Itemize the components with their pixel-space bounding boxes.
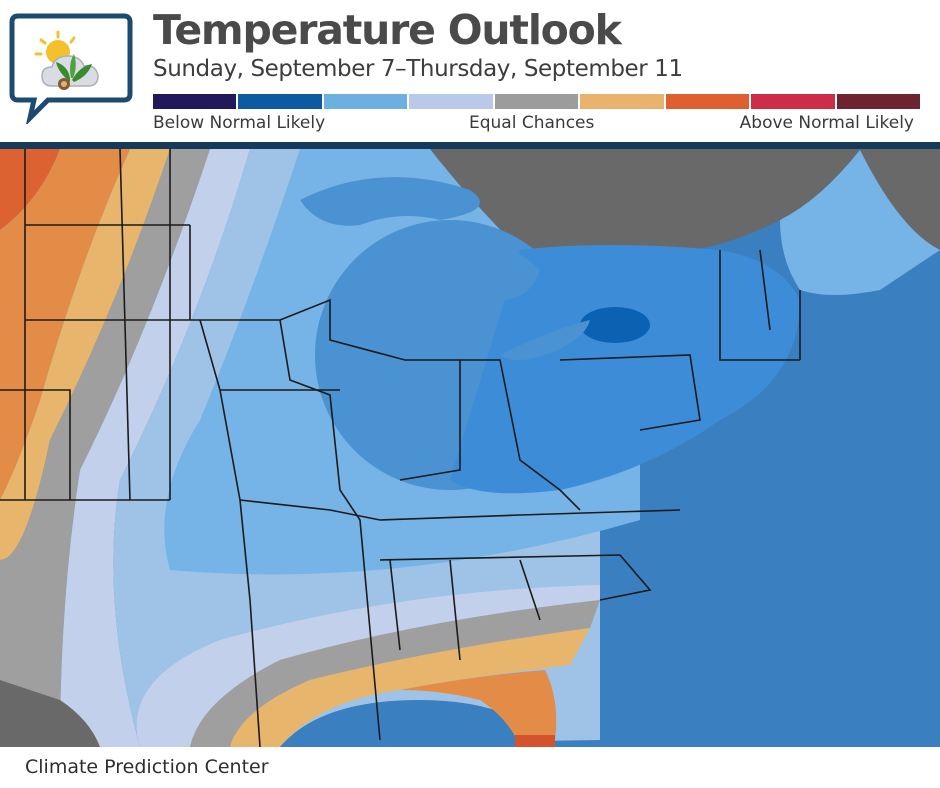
plant-icon bbox=[56, 54, 92, 82]
zone-equal-west bbox=[0, 149, 210, 747]
zone-above-light-south bbox=[230, 628, 590, 747]
header-divider bbox=[0, 142, 940, 149]
zone-florida-tip bbox=[515, 735, 555, 747]
zone-florida bbox=[400, 670, 557, 747]
footer: Climate Prediction Center bbox=[0, 747, 940, 788]
zone-above-light bbox=[0, 149, 170, 560]
legend-label-equal: Equal Chances bbox=[469, 113, 595, 133]
lake-erie bbox=[500, 320, 590, 360]
weather-app-logo bbox=[9, 13, 133, 124]
zone-below-deep-east bbox=[450, 245, 800, 494]
lake-superior bbox=[300, 177, 480, 226]
zone-below-deepest bbox=[580, 307, 650, 343]
legend-swatch-above-5 bbox=[836, 94, 920, 109]
zone-mexico bbox=[0, 680, 100, 747]
page-title: Temperature Outlook bbox=[153, 6, 622, 54]
date-range-subtitle: Sunday, September 7–Thursday, September … bbox=[153, 56, 683, 82]
header: Temperature Outlook Sunday, September 7–… bbox=[0, 0, 940, 142]
outlook-map bbox=[0, 149, 940, 747]
legend-swatch-below-2 bbox=[409, 94, 493, 109]
zone-new-england bbox=[780, 150, 940, 295]
legend-label-below: Below Normal Likely bbox=[153, 113, 326, 133]
legend-swatch-above-2 bbox=[580, 94, 664, 109]
legend-swatch-above-3 bbox=[665, 94, 750, 109]
legend-swatch-below-5 bbox=[153, 94, 237, 109]
legend-swatch-below-3 bbox=[323, 94, 408, 109]
cloud-icon bbox=[41, 55, 99, 87]
zone-equal-south bbox=[190, 600, 600, 747]
zone-canada bbox=[430, 149, 940, 268]
source-credit: Climate Prediction Center bbox=[25, 756, 269, 778]
zone-above-mid bbox=[0, 149, 130, 500]
zone-above-strong bbox=[0, 149, 60, 230]
lake-michigan bbox=[400, 248, 437, 355]
zone-gulf bbox=[280, 700, 520, 747]
legend-swatch-below-4 bbox=[238, 94, 322, 109]
legend-label-above: Above Normal Likely bbox=[739, 113, 914, 133]
legend-color-bar bbox=[153, 94, 920, 109]
zone-below-light-west bbox=[60, 149, 250, 747]
legend-swatch-equal-chances bbox=[494, 94, 579, 109]
lake-huron bbox=[470, 244, 540, 300]
state-borders bbox=[0, 149, 801, 747]
legend-swatch-above-4 bbox=[751, 94, 835, 109]
